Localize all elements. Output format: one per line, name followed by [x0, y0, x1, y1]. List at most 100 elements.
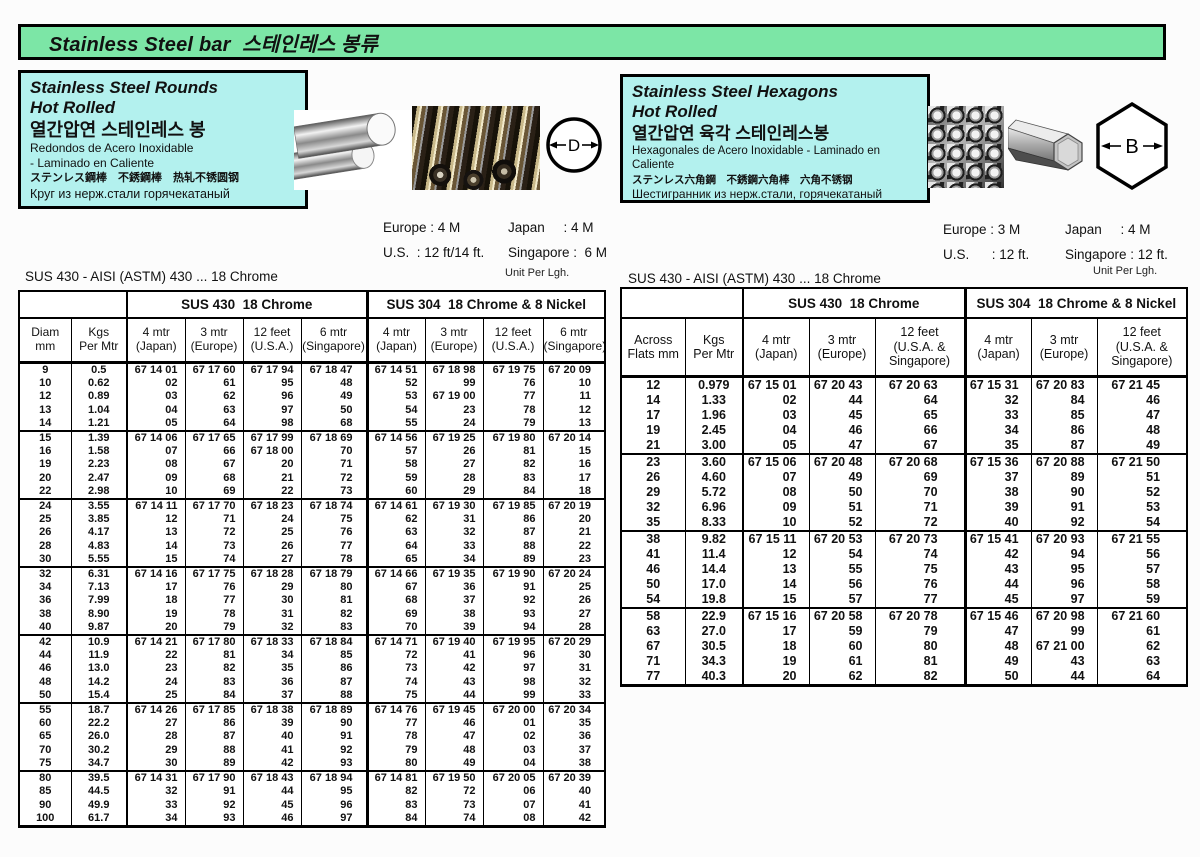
impa-code-cell: 60 — [808, 639, 875, 654]
table-row: 77 40.3 20 62 82 50 44 64 — [621, 669, 1188, 686]
table-row-group: 9 0.5 67 14 01 67 17 60 67 17 94 67 18 47 67 1… — [19, 362, 606, 432]
impa-code-cell: 23 — [542, 552, 606, 568]
impa-code-cell: 67 20 53 — [808, 531, 875, 547]
table-row: 60 22.2 27 86 39 90 77 46 01 35 — [19, 717, 606, 731]
impa-code-cell: 67 17 75 — [184, 567, 243, 582]
impa-code-cell: 74 — [365, 675, 425, 689]
weight-cell: 44.5 — [70, 785, 127, 799]
impa-code-cell: 70 — [365, 620, 425, 636]
table-row: 23 3.60 67 15 06 67 20 48 67 20 68 67 15 36 67… — [621, 454, 1188, 470]
impa-code-cell: 77 — [300, 539, 367, 553]
table-row: 38 9.82 67 15 11 67 20 53 67 20 73 67 15 41 67… — [621, 531, 1188, 547]
weight-cell: 34.7 — [70, 756, 127, 772]
impa-code-cell: 48 — [424, 743, 483, 757]
impa-code-cell: 67 18 94 — [300, 771, 367, 786]
weight-cell: 13.0 — [70, 662, 127, 676]
table-row: 38 8.90 19 78 31 82 69 38 93 27 — [19, 607, 606, 621]
impa-code-cell: 82 — [482, 458, 543, 472]
impa-code-cell: 86 — [184, 717, 243, 731]
impa-code-cell: 43 — [963, 562, 1032, 577]
impa-code-cell: 67 14 61 — [365, 499, 425, 514]
impa-code-cell: 97 — [300, 811, 367, 827]
column-header: 12 feet (U.S.A. & Singapore) — [874, 318, 966, 378]
impa-code-cell: 32 — [542, 675, 606, 689]
impa-code-cell: 74 — [184, 552, 243, 568]
impa-code-cell: 32 — [126, 785, 185, 799]
impa-code-cell: 66 — [874, 423, 966, 438]
impa-code-cell: 35 — [542, 717, 606, 731]
impa-code-cell: 67 15 31 — [963, 376, 1032, 393]
impa-code-cell: 64 — [365, 539, 425, 553]
impa-code-cell: 07 — [742, 470, 809, 485]
impa-code-cell: 53 — [365, 390, 425, 404]
impa-code-cell: 72 — [300, 471, 367, 485]
impa-code-cell: 44 — [424, 688, 483, 704]
size-cell: 34 — [39, 581, 52, 594]
impa-code-cell: 96 — [242, 390, 301, 404]
size-cell: 12 — [39, 390, 52, 403]
weight-cell: 26.0 — [70, 730, 127, 744]
impa-code-cell: 13 — [126, 526, 185, 540]
impa-code-cell: 67 17 94 — [242, 362, 301, 378]
impa-code-cell: 67 18 43 — [242, 771, 301, 786]
impa-code-cell: 20 — [126, 620, 185, 636]
impa-code-cell: 38 — [542, 756, 606, 772]
impa-code-cell: 64 — [874, 393, 966, 408]
size-cell: 46 — [39, 662, 52, 675]
impa-code-cell: 69 — [365, 607, 425, 621]
impa-code-cell: 67 15 06 — [742, 454, 809, 470]
weight-cell: 0.979 — [684, 376, 743, 393]
hex-bar-image — [1007, 110, 1088, 184]
impa-code-cell: 51 — [808, 500, 875, 515]
impa-code-cell: 67 20 24 — [542, 567, 606, 582]
impa-code-cell: 67 14 21 — [126, 635, 185, 650]
impa-code-cell: 80 — [300, 581, 367, 595]
impa-code-cell: 56 — [808, 577, 875, 592]
impa-code-cell: 39 — [963, 500, 1032, 515]
impa-code-cell: 52 — [1096, 485, 1188, 500]
impa-code-cell: 67 17 70 — [184, 499, 243, 514]
impa-code-cell: 80 — [874, 639, 966, 654]
impa-code-cell: 84 — [482, 484, 543, 500]
impa-code-cell: 99 — [482, 688, 543, 704]
size-cell: 19 — [39, 458, 52, 471]
impa-code-cell: 83 — [300, 620, 367, 636]
rounds-korean-label: 열간압연 스테인레스 봉 — [30, 119, 206, 140]
impa-code-cell: 67 19 00 — [424, 390, 483, 404]
impa-code-cell: 38 — [963, 485, 1032, 500]
impa-code-cell: 28 — [126, 730, 185, 744]
impa-code-cell: 67 17 80 — [184, 635, 243, 650]
impa-code-cell: 67 18 38 — [242, 703, 301, 718]
impa-code-cell: 12 — [126, 513, 185, 527]
hexagons-singapore-length: Singapore : 12 ft. — [1065, 247, 1168, 262]
table-row: 30 5.55 15 74 27 78 65 34 89 23 — [19, 552, 606, 568]
table-row: 28 4.83 14 73 26 77 64 33 88 22 — [19, 539, 606, 553]
impa-code-cell: 50 — [808, 485, 875, 500]
impa-code-cell: 99 — [424, 377, 483, 391]
size-cell: 26 — [646, 470, 661, 484]
impa-code-cell: 79 — [184, 620, 243, 636]
impa-code-cell: 67 20 63 — [874, 376, 966, 393]
impa-code-cell: 67 15 36 — [963, 454, 1032, 470]
weight-cell: 9.82 — [684, 531, 743, 547]
impa-code-cell: 57 — [1096, 562, 1188, 577]
size-cell: 15 — [39, 432, 52, 445]
impa-code-cell: 29 — [126, 743, 185, 757]
impa-code-cell: 25 — [126, 688, 185, 704]
impa-code-cell: 34 — [424, 552, 483, 568]
impa-code-cell: 81 — [874, 654, 966, 669]
diameter-diagram: D — [544, 115, 604, 175]
table-row: 17 1.96 03 45 65 33 85 47 — [621, 408, 1188, 423]
impa-code-cell: 67 19 30 — [424, 499, 483, 514]
impa-code-cell: 67 20 58 — [808, 608, 875, 624]
size-cell: 55 — [39, 704, 52, 717]
size-cell: 12 — [646, 378, 661, 392]
size-cell: 14 — [646, 393, 661, 407]
rounds-spanish-label-1: Redondos de Acero Inoxidable — [30, 141, 194, 156]
impa-code-cell: 49 — [808, 470, 875, 485]
impa-code-cell: 67 18 98 — [424, 362, 483, 378]
impa-code-cell: 32 — [424, 526, 483, 540]
column-header: Diam mm — [19, 318, 71, 364]
impa-code-cell: 47 — [424, 730, 483, 744]
impa-code-cell: 20 — [542, 513, 606, 527]
